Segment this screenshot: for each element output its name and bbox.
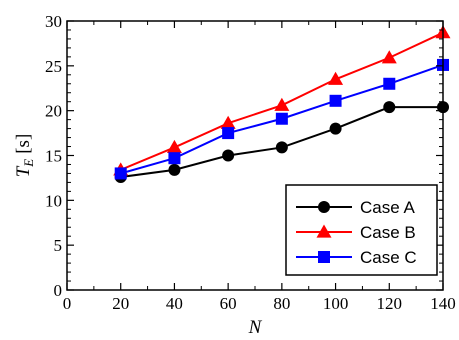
data-point <box>222 127 235 140</box>
legend-marker <box>318 201 330 213</box>
y-tick-label: 0 <box>54 281 63 300</box>
data-point <box>274 97 290 111</box>
y-tick-label: 15 <box>45 147 62 166</box>
data-point <box>275 112 288 125</box>
legend-label: Case A <box>360 198 415 217</box>
data-point <box>383 101 396 114</box>
legend-marker <box>318 251 330 263</box>
data-point <box>168 163 181 176</box>
data-point <box>381 50 397 64</box>
ticks-layer <box>66 20 444 291</box>
data-point <box>383 77 396 90</box>
data-point <box>220 115 236 129</box>
y-tick-label: 30 <box>45 12 62 31</box>
y-tick-label: 10 <box>45 191 62 210</box>
y-axis-title: TE [s] <box>13 134 36 178</box>
data-point <box>328 71 344 85</box>
data-point <box>166 139 182 154</box>
x-tick-label: 60 <box>220 294 237 313</box>
x-tick-label: 0 <box>63 294 72 313</box>
series-layer <box>113 25 451 184</box>
y-tick-label: 5 <box>54 236 63 255</box>
x-tick-label: 80 <box>273 294 290 313</box>
legend: Case A Case B Case C <box>285 184 438 276</box>
y-tick-label: 25 <box>45 57 62 76</box>
data-point <box>222 149 235 162</box>
x-tick-label: 120 <box>377 294 403 313</box>
tick-labels-layer: 0 20 40 60 80 100 120 140 0 5 10 15 20 25 30 <box>45 12 456 313</box>
data-point <box>168 152 181 165</box>
legend-label: Case B <box>360 223 416 242</box>
data-point <box>114 167 127 180</box>
x-tick-label: 20 <box>112 294 129 313</box>
y-axis-title-symbol: T <box>13 165 34 177</box>
y-tick-label: 20 <box>45 102 62 121</box>
data-point <box>275 141 288 154</box>
data-point <box>329 94 342 107</box>
series-case-c <box>114 58 449 180</box>
legend-marker <box>316 224 332 238</box>
x-tick-label: 40 <box>166 294 183 313</box>
data-point <box>329 122 342 135</box>
x-axis-title: N <box>248 317 263 338</box>
y-axis-title-unit: [s] <box>13 134 34 154</box>
y-axis-title-subscript: E <box>21 159 36 168</box>
x-tick-label: 140 <box>430 294 456 313</box>
legend-label: Case C <box>360 248 417 267</box>
x-tick-label: 100 <box>323 294 349 313</box>
legend-box <box>285 184 438 276</box>
